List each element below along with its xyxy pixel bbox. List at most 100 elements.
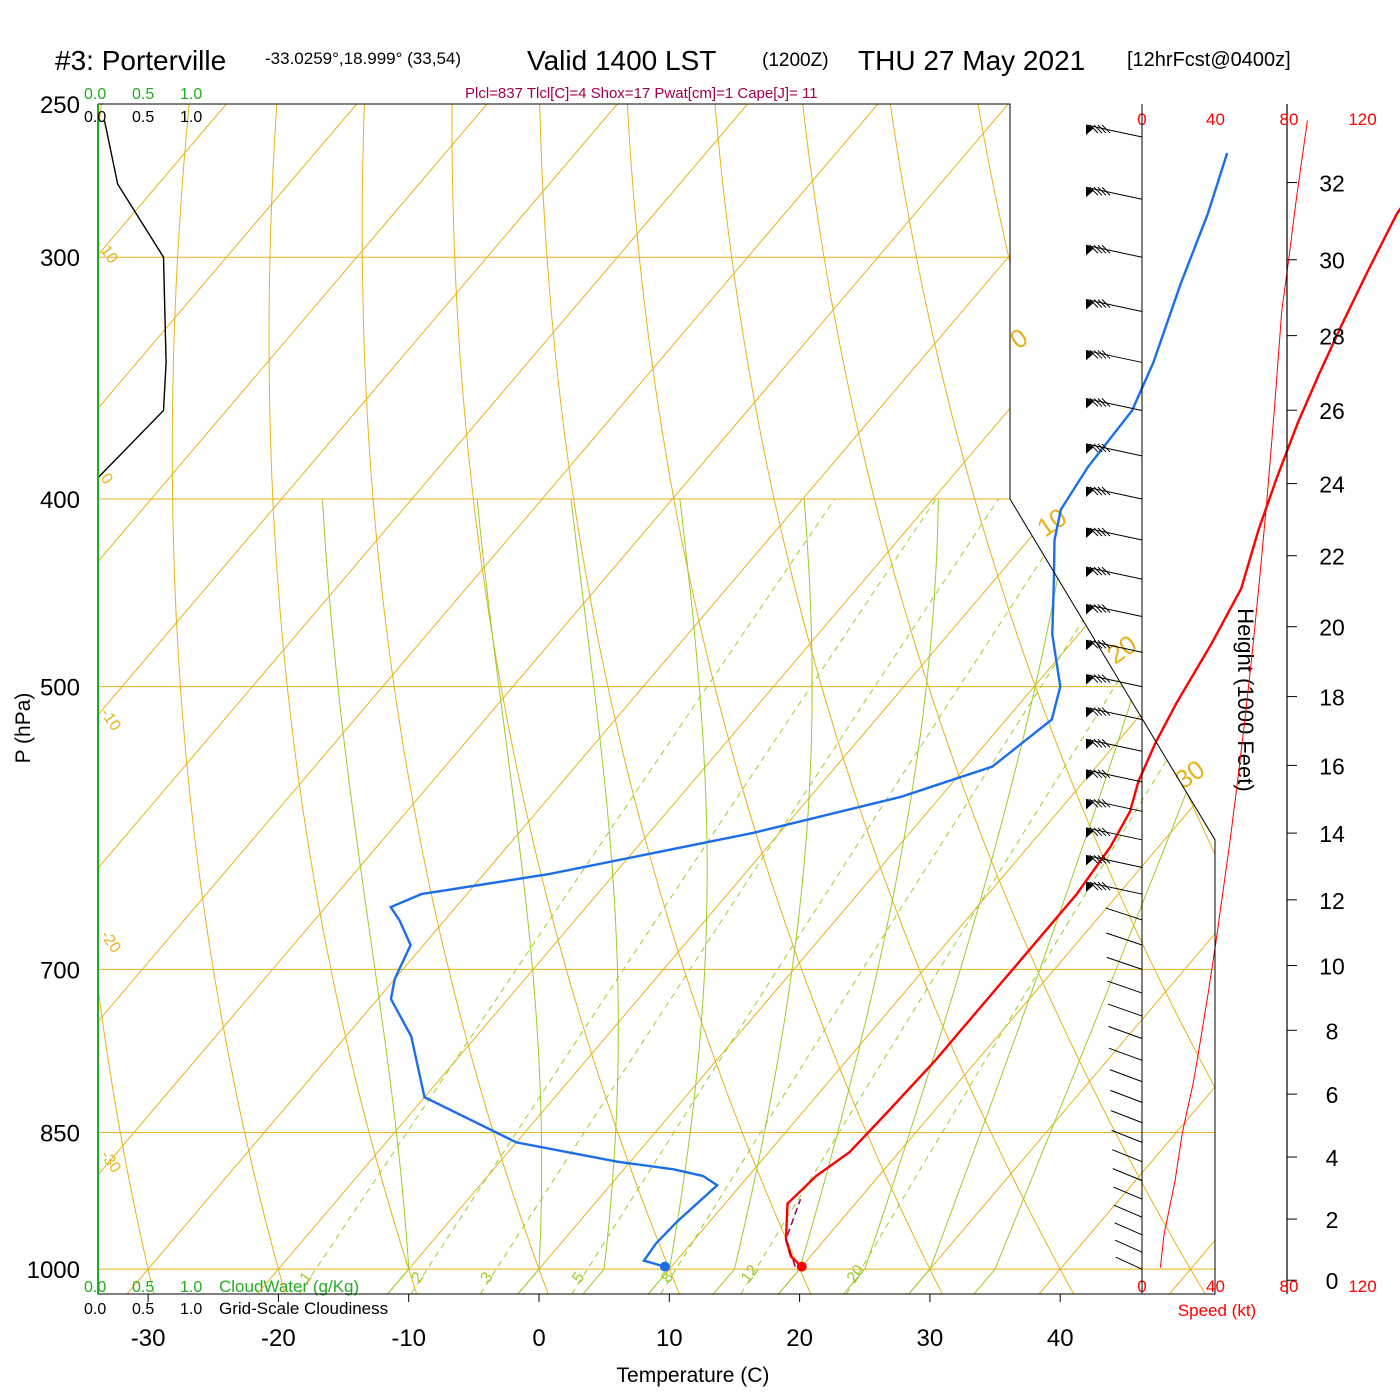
wind-speed-title: Speed (kt) (1178, 1301, 1256, 1320)
dry-adiabat (451, 104, 680, 1294)
pressure-tick-label: 250 (40, 92, 80, 119)
wind-barb-feather (1093, 881, 1103, 891)
wind-barb-feather (1093, 398, 1103, 407)
wind-barb (1085, 443, 1143, 457)
wind-barb-staff (1085, 881, 1143, 895)
wind-barb (1085, 854, 1143, 868)
wind-barb-feather (1101, 769, 1111, 779)
wind-barb (1109, 1047, 1143, 1061)
wind-barb-feather (1089, 350, 1099, 359)
height-tick-label: 22 (1319, 544, 1345, 570)
pressure-tick-label: 300 (40, 245, 80, 272)
wind-barb (1107, 1003, 1143, 1017)
cloudiness-top-tick: 0.5 (132, 109, 154, 126)
wind-barb-feather (1089, 486, 1099, 496)
wind-barb-feather (1097, 486, 1107, 496)
parcel-params: Plcl=837 Tlcl[C]=4 Shox=17 Pwat[cm]=1 Ca… (465, 85, 818, 102)
wind-speed-top-tick: 40 (1206, 110, 1225, 129)
forecast-label: [12hrFcst@0400z] (1127, 49, 1291, 71)
wind-barb (1085, 674, 1143, 688)
wind-barb-feather (1097, 855, 1107, 864)
mixing-ratio-line (479, 498, 999, 1294)
wind-barb (1106, 932, 1143, 946)
station-coords: -33.0259°,18.999° (33,54) (265, 49, 461, 68)
dry-adiabat (171, 104, 286, 1294)
wind-barb-feather (1093, 707, 1103, 716)
surface-temperature-marker (796, 1261, 807, 1272)
wind-barb-staff (1109, 1069, 1143, 1083)
axes-layer: 0.0 0.0 0.0 0.0 0.5 0.5 0.5 0.5 1.0 1.0 1.0 1.0 250 3… (27, 86, 1377, 1352)
moist-adiabat (712, 498, 813, 1294)
wind-barb-staff (1085, 854, 1143, 868)
wind-barb-feather (1093, 350, 1103, 359)
wind-barb (1085, 349, 1143, 363)
wind-barb (1106, 956, 1143, 970)
wind-barb-feather (1097, 527, 1107, 537)
dry-adiabat (98, 104, 155, 1294)
wind-barb-staff (1114, 1222, 1143, 1236)
isotherm-line (98, 104, 879, 1294)
height-tick-label: 4 (1326, 1145, 1339, 1171)
height-tick-label: 16 (1319, 753, 1345, 779)
wind-barb-feather (1097, 186, 1107, 196)
cloudwater-bottom-tick: 0.0 (84, 1279, 106, 1296)
cloudwater-top-tick: 1.0 (180, 86, 202, 103)
wind-barb-feather (1101, 827, 1111, 837)
wind-barb-staff (1085, 604, 1143, 617)
temp-tick-label: -20 (261, 1325, 296, 1352)
wind-barb-feather (1097, 707, 1107, 716)
wind-barb-staff (1107, 1003, 1143, 1017)
wind-barb-feather (1097, 124, 1107, 134)
mixing-ratio-line (660, 498, 1162, 1294)
isotherm-label: 20 (1101, 629, 1142, 670)
wind-barb (1085, 244, 1143, 258)
y-axis-title: P (hPa) (12, 693, 35, 764)
wind-barb-feather (1089, 566, 1099, 576)
moist-adiabat (570, 498, 619, 1294)
wind-barb-staff (1110, 1089, 1143, 1103)
height-tick-label: 10 (1319, 954, 1345, 980)
isotherm-line (98, 104, 618, 1294)
wind-barb-feather (1101, 124, 1111, 134)
wind-barb-feather (1089, 827, 1099, 837)
pressure-tick-label: 400 (40, 487, 80, 514)
cloudwater-top-tick: 0.5 (132, 86, 154, 103)
isotherm-line (98, 104, 358, 1294)
mixing-ratio-label: 2 (408, 1269, 427, 1286)
pressure-tick-label: 1000 (27, 1257, 80, 1284)
temp-tick-label: -30 (131, 1325, 166, 1352)
wind-barb-feather (1089, 769, 1099, 779)
wind-barb (1112, 1168, 1143, 1182)
mixing-ratio-label: 3 (478, 1269, 497, 1286)
wind-barb-feather (1097, 566, 1107, 576)
wind-barb-staff (1085, 349, 1143, 363)
mixing-ratio-line (410, 498, 937, 1294)
wind-barb-feather (1093, 738, 1103, 748)
wind-barb-feather (1093, 855, 1103, 864)
height-tick-label: 26 (1319, 398, 1345, 424)
wind-barb-feather (1093, 299, 1103, 308)
height-tick-label: 24 (1319, 472, 1345, 498)
wind-barb-staff (1085, 443, 1143, 457)
wind-barb-feather (1093, 244, 1103, 254)
surface-dewpoint-marker (659, 1261, 670, 1272)
temp-tick-label: 0 (532, 1325, 545, 1352)
wind-barb-staff (1112, 1168, 1143, 1182)
wind-barb (1105, 907, 1143, 921)
height-tick-label: 18 (1319, 685, 1345, 711)
isotherm-line (126, 104, 1139, 1294)
clipped-grid (98, 104, 1215, 1294)
pressure-tick-label: 700 (40, 957, 80, 984)
wind-barb-staff (1105, 907, 1143, 921)
cloudwater-label: CloudWater (g/Kg) (219, 1277, 359, 1296)
moist-adiabat (647, 498, 708, 1294)
wind-barb-staff (1085, 527, 1143, 541)
temp-tick-label: -10 (391, 1325, 426, 1352)
wind-barb-staff (1113, 1186, 1143, 1200)
wind-barb-feather (1093, 674, 1103, 683)
pressure-tick-label: 850 (40, 1121, 80, 1148)
wind-barb (1109, 1069, 1143, 1083)
wind-barb (1085, 124, 1143, 138)
wind-barb-feather (1101, 443, 1111, 453)
